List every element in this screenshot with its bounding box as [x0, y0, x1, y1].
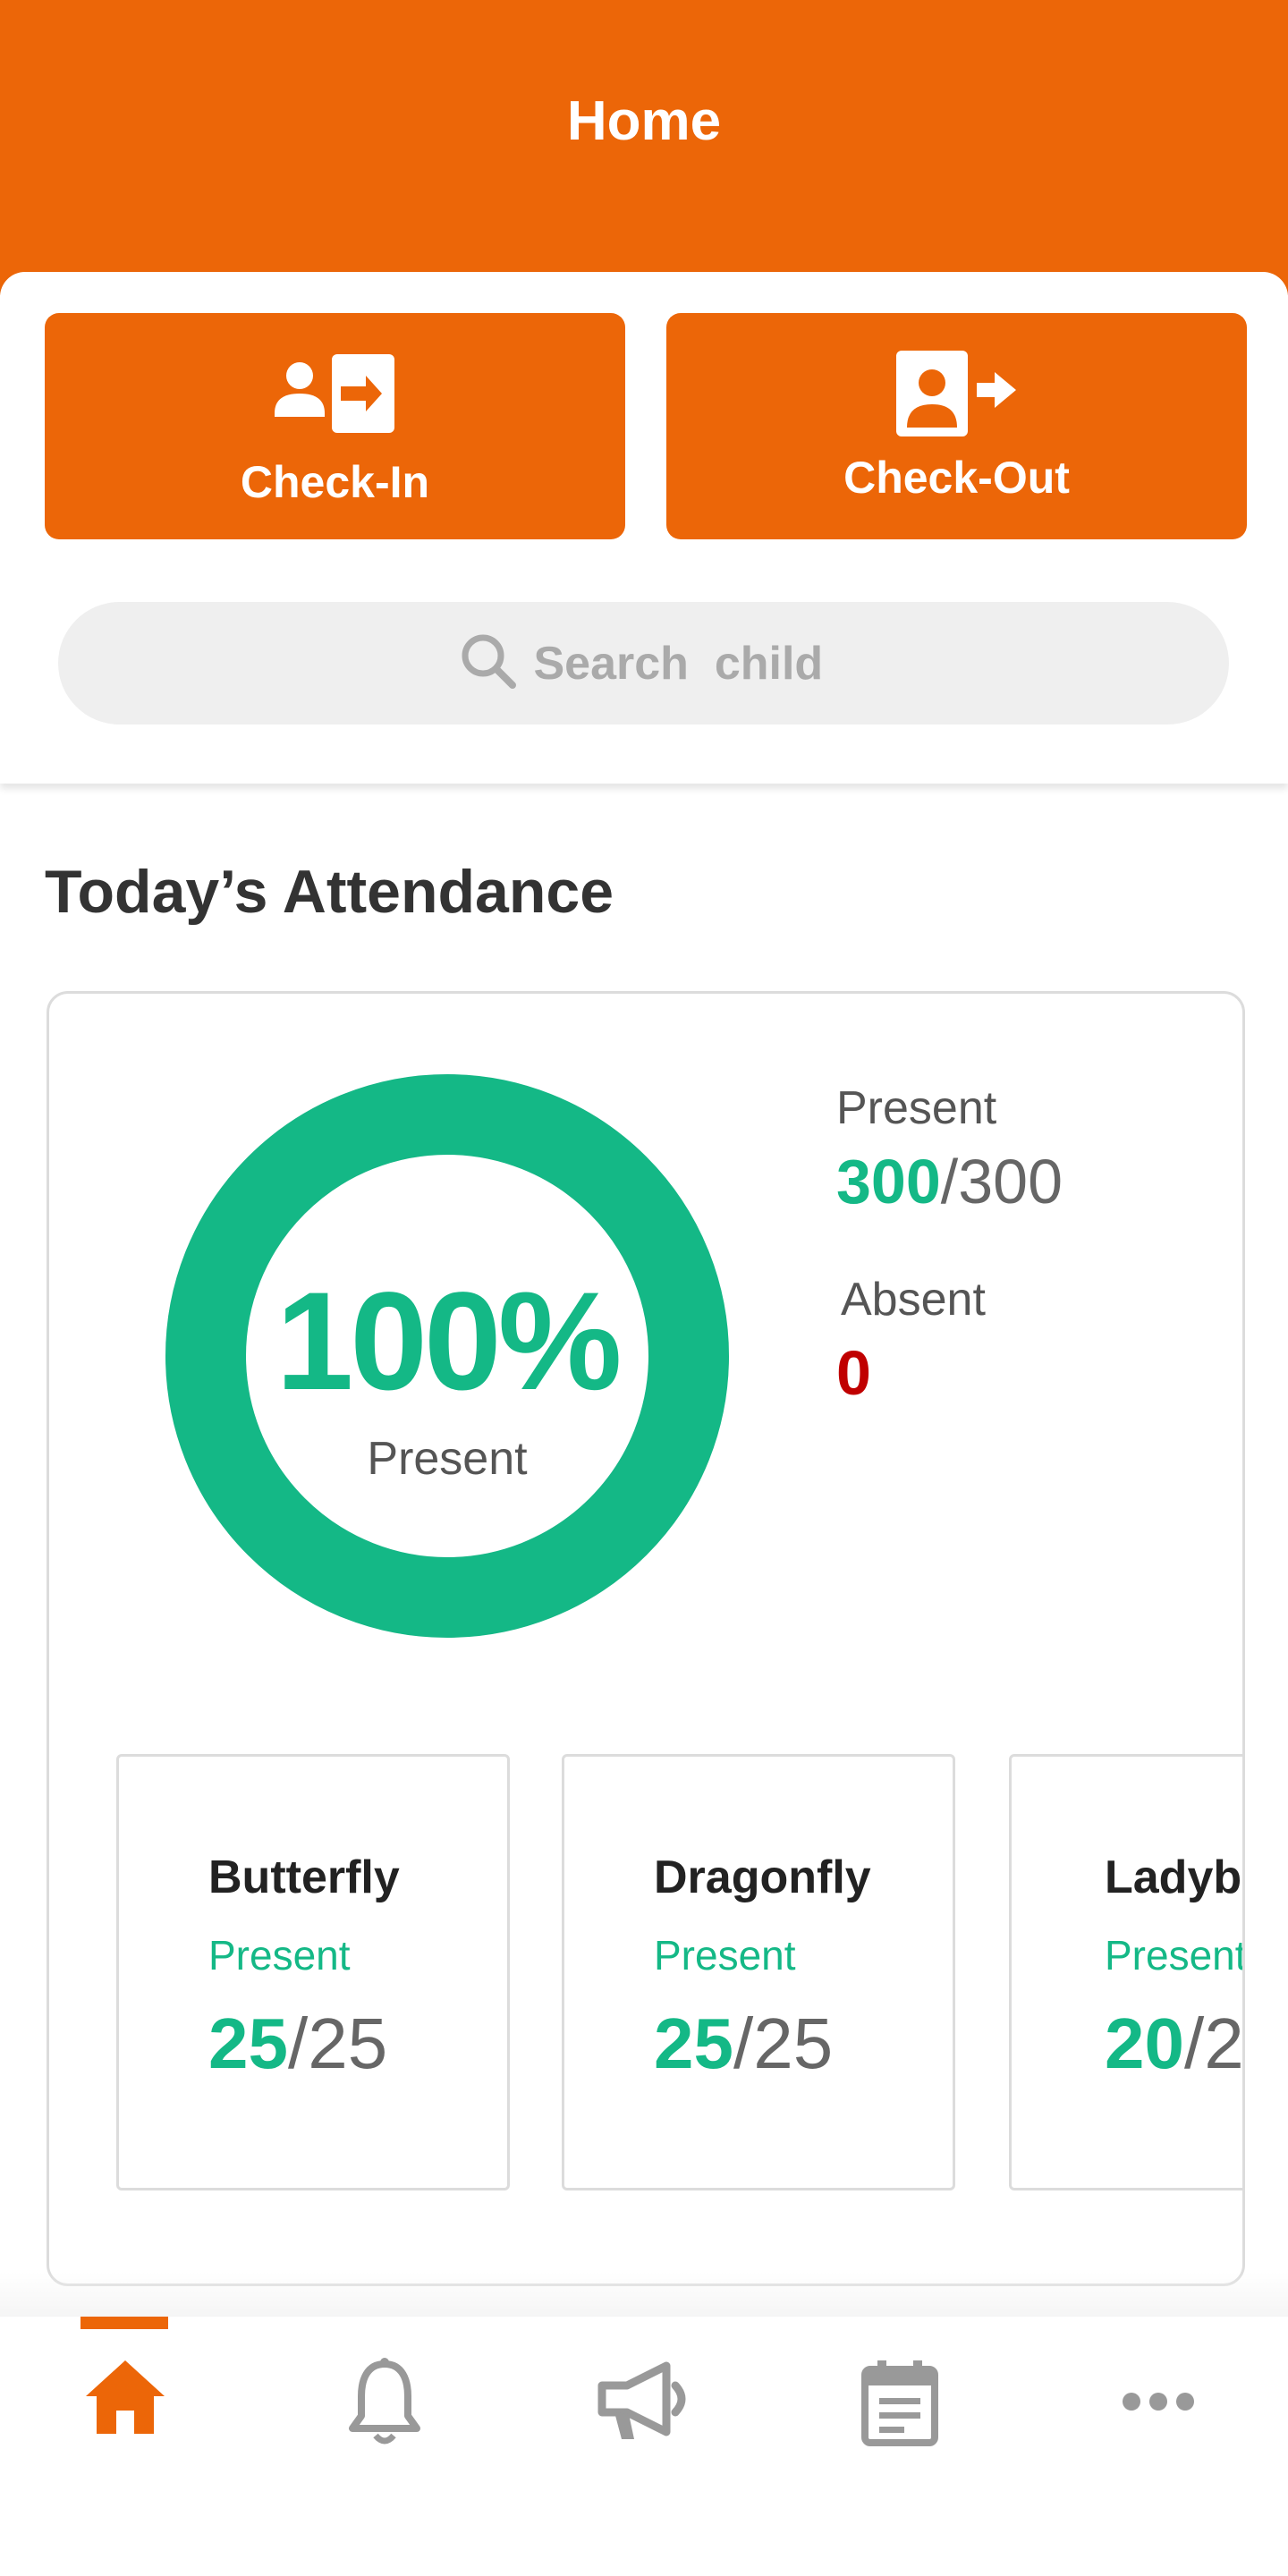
- home-icon: [86, 2360, 165, 2434]
- check-out-button[interactable]: Check-Out: [666, 313, 1247, 539]
- absent-label: Absent: [841, 1274, 986, 1326]
- absent-count: 0: [836, 1338, 871, 1408]
- bell-icon: [349, 2358, 420, 2445]
- megaphone-icon: [597, 2361, 686, 2439]
- present-count: 300: [836, 1147, 941, 1216]
- attendance-donut: [165, 1074, 729, 1638]
- class-status: Present: [208, 1932, 351, 1979]
- class-count: 25/25: [208, 2004, 388, 2083]
- class-count: 25/25: [654, 2004, 834, 2083]
- check-in-label: Check-In: [240, 457, 430, 507]
- class-name: Ladybug: [1105, 1852, 1242, 1903]
- present-value: 300/300: [836, 1146, 1063, 1217]
- class-card-ladybug[interactable]: Ladybug Present 20/20: [1009, 1754, 1245, 2190]
- search-bar[interactable]: [58, 602, 1229, 724]
- present-label: Present: [836, 1082, 997, 1134]
- check-in-icon: [45, 349, 625, 438]
- present-total: /300: [940, 1147, 1063, 1216]
- nav-more[interactable]: [1069, 2317, 1248, 2496]
- bottom-nav: [0, 2317, 1288, 2576]
- search-icon: [459, 631, 518, 695]
- class-name: Butterfly: [208, 1852, 400, 1903]
- nav-home[interactable]: [36, 2317, 215, 2496]
- page-title: Home: [566, 90, 722, 152]
- attendance-percent-label: Present: [367, 1433, 528, 1485]
- attendance-card: 100% Present Present 300/300 Absent 0 Bu…: [47, 991, 1245, 2286]
- class-card-butterfly[interactable]: Butterfly Present 25/25: [116, 1754, 510, 2190]
- attendance-percent: 100%: [275, 1264, 623, 1419]
- nav-calendar[interactable]: [810, 2317, 989, 2496]
- check-out-icon: [666, 349, 1247, 438]
- attendance-donut-arc: [165, 1074, 729, 1638]
- check-out-label: Check-Out: [843, 453, 1070, 503]
- nav-notifications[interactable]: [295, 2317, 474, 2496]
- class-status: Present: [1105, 1932, 1245, 1979]
- check-in-button[interactable]: Check-In: [45, 313, 625, 539]
- nav-announcements[interactable]: [555, 2317, 733, 2496]
- class-card-dragonfly[interactable]: Dragonfly Present 25/25: [562, 1754, 955, 2190]
- class-count: 20/20: [1105, 2004, 1244, 2083]
- calendar-icon: [861, 2360, 938, 2446]
- class-status: Present: [654, 1932, 796, 1979]
- search-input[interactable]: [533, 636, 829, 691]
- class-list[interactable]: Butterfly Present 25/25 Dragonfly Presen…: [116, 1754, 1245, 2192]
- more-icon: [1123, 2393, 1194, 2411]
- app-header: Home: [0, 0, 1288, 295]
- nav-active-indicator: [80, 2317, 168, 2329]
- nav-divider: [0, 2272, 1288, 2317]
- class-name: Dragonfly: [654, 1852, 871, 1903]
- attendance-section-title: Today’s Attendance: [45, 858, 614, 926]
